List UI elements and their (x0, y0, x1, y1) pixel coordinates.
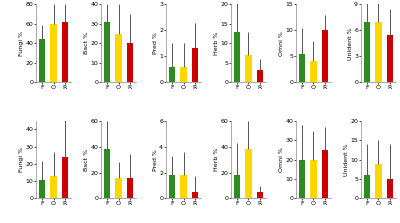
Bar (257, 70, 263, 82)
Y-axis label: Unident %: Unident % (348, 27, 353, 60)
Bar (234, 32, 240, 82)
Bar (310, 61, 316, 82)
Bar (387, 179, 393, 198)
Bar (245, 149, 252, 198)
Y-axis label: Fungi %: Fungi % (19, 147, 24, 172)
Bar (310, 160, 316, 198)
Bar (116, 33, 122, 82)
Bar (375, 22, 382, 82)
Bar (127, 43, 133, 82)
Bar (364, 22, 370, 82)
Bar (322, 30, 328, 82)
Bar (245, 55, 252, 82)
Bar (234, 175, 240, 198)
Bar (39, 180, 45, 198)
Bar (39, 39, 45, 82)
Y-axis label: Herb %: Herb % (214, 148, 219, 171)
Bar (257, 192, 263, 198)
Y-axis label: Fungi %: Fungi % (19, 31, 24, 56)
Bar (387, 35, 393, 82)
Y-axis label: Bact %: Bact % (84, 32, 89, 54)
Bar (169, 66, 175, 82)
Bar (180, 175, 187, 198)
Bar (364, 175, 370, 198)
Bar (192, 48, 198, 82)
Bar (169, 175, 175, 198)
Bar (50, 176, 57, 198)
Bar (104, 22, 110, 82)
Bar (322, 150, 328, 198)
Bar (50, 24, 57, 82)
Bar (299, 54, 305, 82)
Bar (116, 178, 122, 198)
Bar (299, 160, 305, 198)
Y-axis label: Bact %: Bact % (84, 149, 89, 171)
Y-axis label: Pred %: Pred % (153, 32, 158, 54)
Y-axis label: Unident %: Unident % (344, 143, 349, 176)
Y-axis label: Omni %: Omni % (279, 147, 284, 172)
Y-axis label: Pred %: Pred % (153, 149, 158, 171)
Bar (127, 178, 133, 198)
Bar (375, 163, 382, 198)
Bar (62, 157, 68, 198)
Bar (180, 66, 187, 82)
Bar (104, 149, 110, 198)
Bar (192, 192, 198, 198)
Y-axis label: Herb %: Herb % (214, 32, 219, 55)
Bar (62, 22, 68, 82)
Y-axis label: Omni %: Omni % (279, 31, 284, 56)
